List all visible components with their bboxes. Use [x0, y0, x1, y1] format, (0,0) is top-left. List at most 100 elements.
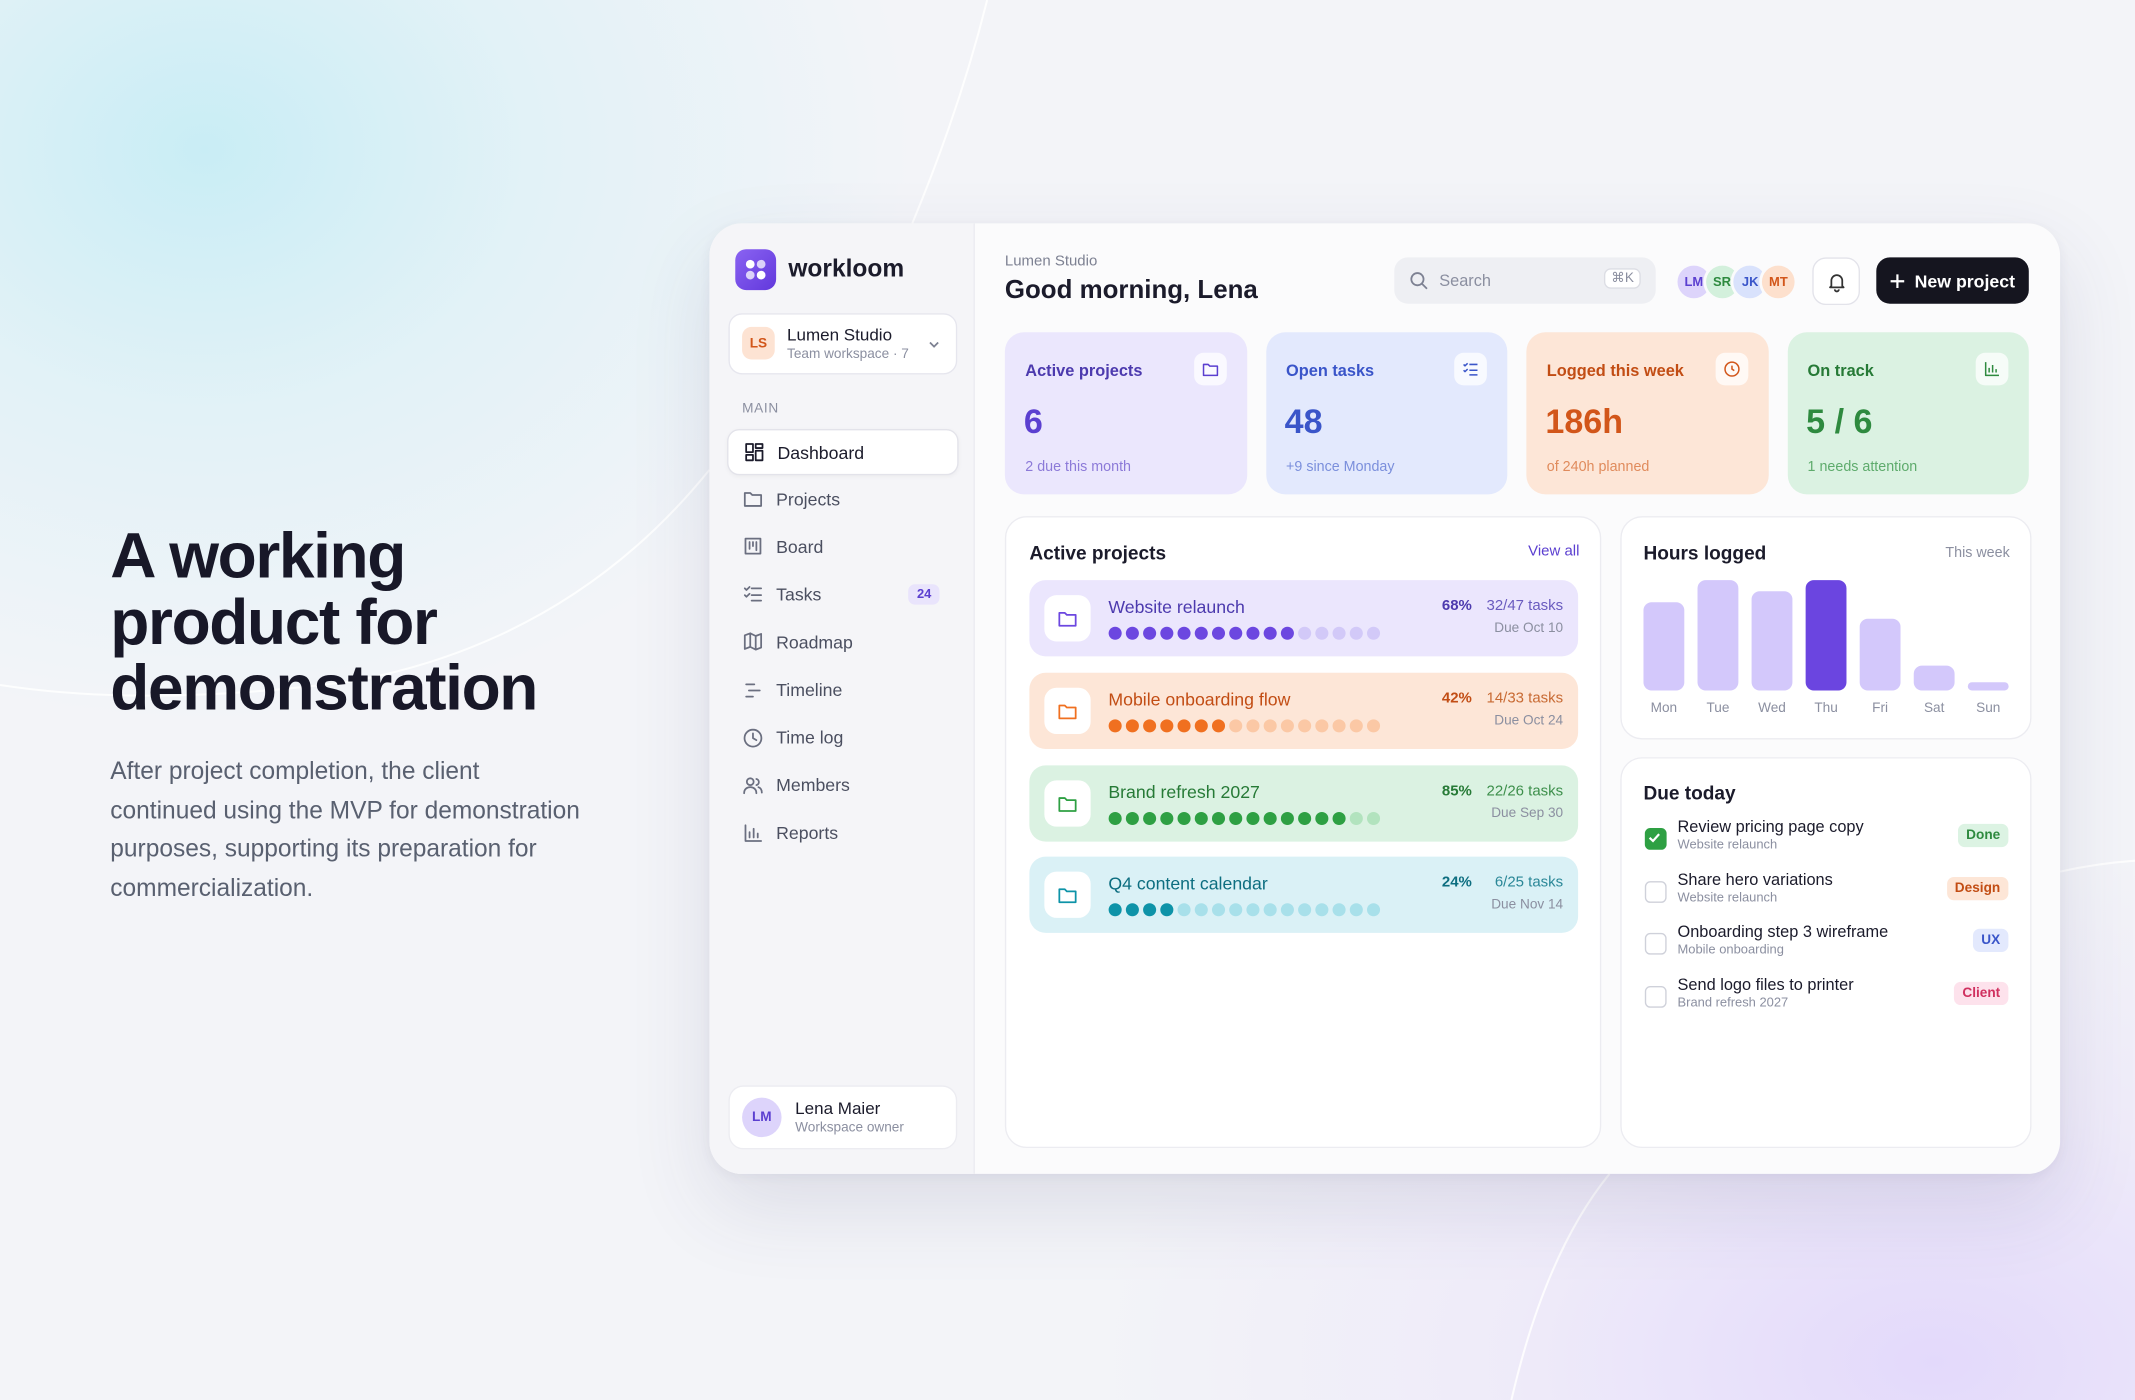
progress-dot — [1280, 903, 1294, 917]
view-all-link[interactable]: View all — [1528, 543, 1580, 560]
logo — [735, 249, 777, 291]
notifications-button[interactable] — [1812, 257, 1860, 306]
project-due: Due Sep 30 — [1491, 805, 1564, 821]
bar — [1913, 665, 1955, 691]
stat-icon-svg — [1463, 362, 1478, 376]
x-tick-label: Sat — [1924, 700, 1945, 715]
folder-svg — [1058, 888, 1077, 904]
curve — [2059, 859, 2135, 873]
brand-name: workloom — [788, 254, 905, 282]
workspace-avatar: LS — [742, 326, 775, 360]
greeting: Good morning, Lena — [1004, 276, 1258, 306]
due-today-panel: Due today Review pricing page copy Websit… — [1620, 757, 2032, 1149]
progress-dot — [1246, 626, 1260, 640]
progress-dot — [1366, 719, 1381, 733]
project-name: Mobile onboarding flow — [1108, 688, 1291, 710]
icon-path — [1058, 611, 1077, 627]
stat-icon — [1975, 352, 2009, 386]
icon-path — [743, 492, 763, 507]
nav-item[interactable]: Time log — [727, 716, 956, 760]
progress-dot — [1108, 626, 1122, 640]
folder-icon — [1044, 779, 1091, 827]
user-avatar: LM — [742, 1097, 782, 1138]
progress-dot — [1246, 811, 1260, 825]
button-label: New project — [1914, 270, 2015, 291]
progress-dot — [1298, 903, 1312, 917]
stat-icon — [1193, 352, 1227, 386]
project-row[interactable]: Brand refresh 2027 85% 22/26 tasks Due Sep … — [1029, 764, 1579, 842]
progress-dot — [1229, 626, 1243, 640]
stat-note: 1 needs attention — [1807, 458, 1918, 476]
workspace-subtitle: Team workspace · 7 — [787, 347, 909, 363]
progress-dot — [1143, 903, 1157, 917]
task-row: Review pricing page copy Website relaunch… — [1643, 817, 2009, 858]
stat-icon-svg — [1723, 361, 1739, 377]
curve — [0, 469, 711, 697]
progress-dot — [1349, 903, 1363, 917]
project-row[interactable]: Mobile onboarding flow 42% 14/33 tasks Due … — [1029, 672, 1579, 749]
nav-item[interactable]: Tasks 24 — [727, 572, 956, 616]
task-title: Review pricing page copy — [1677, 817, 1864, 837]
nav-icon — [745, 682, 761, 697]
bar — [1697, 580, 1739, 691]
nav-item[interactable]: Timeline — [727, 668, 956, 712]
project-row[interactable]: Website relaunch 68% 32/47 tasks Due Oct 10 — [1029, 580, 1579, 657]
progress-dot — [1194, 626, 1208, 640]
project-due: Due Oct 24 — [1494, 713, 1564, 729]
task-title: Share hero variations — [1677, 869, 1833, 889]
progress-dot — [1263, 811, 1277, 825]
project-row[interactable]: Q4 content calendar 24% 6/25 tasks Due Nov … — [1029, 857, 1579, 934]
nav-item[interactable]: Dashboard — [727, 428, 959, 476]
checkbox[interactable] — [1644, 880, 1667, 903]
progress-dot — [1315, 811, 1329, 825]
task-project: Website relaunch — [1677, 890, 1778, 906]
folder-svg — [1058, 611, 1077, 627]
nav-item[interactable]: Reports — [727, 811, 956, 855]
progress-dot — [1177, 719, 1191, 733]
bell-icon — [1828, 273, 1844, 292]
stat-icon — [1454, 352, 1487, 386]
progress-dot — [1125, 903, 1139, 917]
chevron-icon — [929, 341, 939, 348]
bar — [1751, 591, 1793, 691]
icon-path — [1058, 704, 1077, 719]
stat-value: 48 — [1284, 403, 1323, 442]
user-card[interactable]: LM Lena Maier Workspace owner — [728, 1085, 958, 1150]
sidebar: workloom LS Lumen Studio Team workspace … — [709, 223, 975, 1174]
progress-dot — [1125, 811, 1139, 825]
checkbox[interactable] — [1644, 986, 1667, 1008]
nav-item[interactable]: Members — [727, 764, 956, 808]
progress-dot — [1366, 626, 1381, 640]
nav-item[interactable]: Projects — [727, 477, 956, 521]
task-row: Share hero variations Website relaunch Des… — [1643, 869, 2009, 911]
x-tick-label: Fri — [1872, 700, 1888, 715]
nav-item[interactable]: Roadmap — [727, 620, 956, 664]
plus-icon — [1890, 273, 1905, 288]
progress-dot — [1160, 626, 1174, 640]
stat-icon-svg — [1984, 362, 1999, 377]
project-percent: 68% — [1441, 597, 1472, 615]
progress-dots — [1108, 903, 1381, 917]
nav-icon — [744, 824, 763, 842]
new-project-button[interactable]: New project — [1876, 257, 2029, 304]
curve — [1510, 1173, 1611, 1400]
project-percent: 42% — [1441, 690, 1472, 707]
checkbox[interactable] — [1644, 933, 1667, 956]
stat-cards: Active projects 6 2 due this month Open tas… — [1004, 332, 2029, 495]
project-percent: 24% — [1441, 874, 1472, 892]
progress-dot — [1280, 811, 1294, 825]
search-box[interactable]: Search ⌘K — [1394, 257, 1656, 304]
progress-dot — [1298, 719, 1312, 733]
nav-item[interactable]: Board — [727, 525, 956, 569]
nav-icon — [743, 728, 763, 747]
icon-path — [1984, 362, 1999, 377]
workspace-switcher[interactable]: LS Lumen Studio Team workspace · 7 — [728, 313, 958, 375]
panel-title: Due today — [1643, 781, 1736, 804]
checkbox[interactable] — [1644, 828, 1667, 850]
user-role: Workspace owner — [795, 1120, 904, 1136]
nav-icon — [743, 632, 763, 652]
icon-path — [743, 632, 763, 652]
